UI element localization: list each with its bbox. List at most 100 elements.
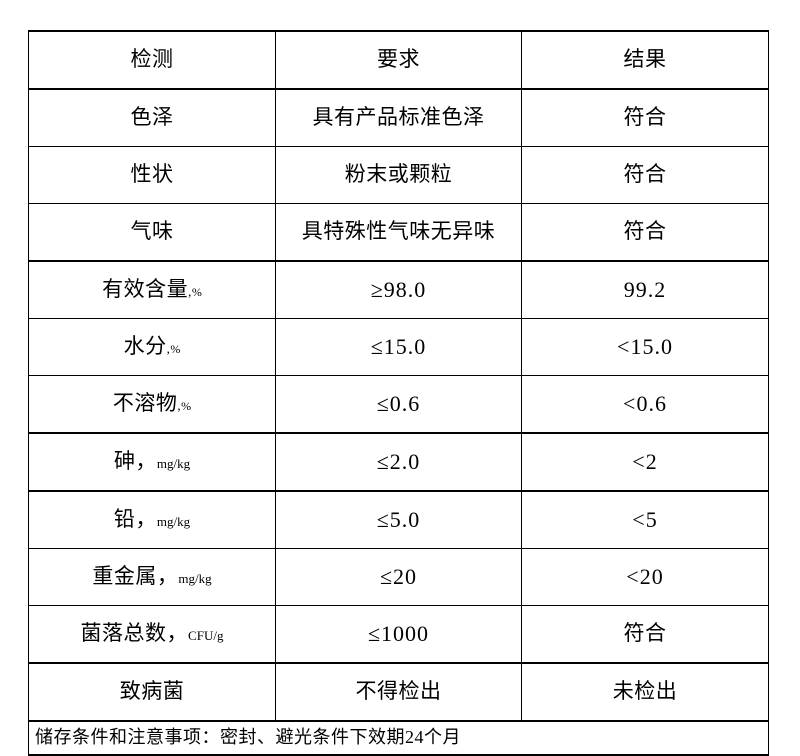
table-body: 检测 要求 结果 色泽 具有产品标准色泽 符合 xyxy=(28,30,769,756)
cell-item: 砷，mg/kg xyxy=(28,432,276,492)
item-unit: mg/kg xyxy=(178,571,212,587)
item-name: 砷 xyxy=(113,449,136,474)
result-value: <2 xyxy=(632,448,658,474)
table-row: 水分,% ≤15.0 <15.0 xyxy=(28,318,769,376)
result-value: <20 xyxy=(626,563,664,589)
result-value: 符合 xyxy=(623,219,667,244)
item-unit: mg/kg xyxy=(156,514,191,530)
result-value: 99.2 xyxy=(623,276,667,302)
item-separator: , xyxy=(166,341,171,357)
item-separator: ， xyxy=(135,507,157,532)
item-separator: , xyxy=(177,398,182,414)
requirement-value: ≥98.0 xyxy=(370,276,427,302)
item-name: 有效含量 xyxy=(102,277,189,302)
specification-table: 检测 要求 结果 色泽 具有产品标准色泽 符合 xyxy=(28,30,769,756)
result-value: <5 xyxy=(632,506,658,532)
cell-requirement: ≤1000 xyxy=(275,605,522,664)
column-header-item-label: 检测 xyxy=(130,47,174,72)
cell-result: <0.6 xyxy=(521,375,769,434)
requirement-value: 具有产品标准色泽 xyxy=(312,105,485,130)
item-separator: ， xyxy=(166,621,189,646)
requirement-value: ≤0.6 xyxy=(376,390,421,416)
cell-requirement: ≤0.6 xyxy=(275,375,522,434)
result-value: 符合 xyxy=(623,621,667,646)
item-unit: % xyxy=(191,285,202,300)
cell-item: 铅，mg/kg xyxy=(28,490,276,549)
item-separator: ， xyxy=(135,449,157,474)
item-name: 铅 xyxy=(113,507,136,532)
item-name: 性状 xyxy=(130,162,174,187)
table-row: 重金属，mg/kg ≤20 <20 xyxy=(28,548,769,606)
cell-requirement: ≤15.0 xyxy=(275,318,522,376)
cell-item: 性状 xyxy=(28,146,276,204)
cell-requirement: 粉末或颗粒 xyxy=(275,146,522,204)
result-value: 符合 xyxy=(623,162,667,187)
table-row: 色泽 具有产品标准色泽 符合 xyxy=(28,88,769,147)
column-header-item: 检测 xyxy=(28,30,276,90)
cell-item: 致病菌 xyxy=(28,662,276,722)
requirement-value: ≤20 xyxy=(379,563,418,589)
item-unit: CFU/g xyxy=(188,628,224,644)
cell-requirement: 具有产品标准色泽 xyxy=(275,88,522,147)
item-name: 水分 xyxy=(123,334,167,359)
storage-note-text: 储存条件和注意事项：密封、避光条件下效期24个月 xyxy=(35,727,461,748)
cell-item: 重金属，mg/kg xyxy=(28,548,276,606)
cell-result: <20 xyxy=(521,548,769,606)
item-name: 菌落总数 xyxy=(80,621,167,646)
requirement-value: ≤1000 xyxy=(367,620,430,646)
cell-item: 色泽 xyxy=(28,88,276,147)
item-name: 重金属 xyxy=(92,564,157,589)
column-header-requirement: 要求 xyxy=(275,30,522,90)
requirement-value: 具特殊性气味无异味 xyxy=(301,219,496,244)
cell-result: 符合 xyxy=(521,605,769,664)
table-header-row: 检测 要求 结果 xyxy=(28,30,769,90)
cell-item: 气味 xyxy=(28,203,276,262)
item-separator: ， xyxy=(156,564,179,589)
cell-requirement: ≤20 xyxy=(275,548,522,606)
requirement-value: ≤15.0 xyxy=(370,333,427,359)
cell-item: 有效含量,% xyxy=(28,260,276,319)
table-row: 不溶物,% ≤0.6 <0.6 xyxy=(28,375,769,434)
cell-result: 符合 xyxy=(521,146,769,204)
table-row: 性状 粉末或颗粒 符合 xyxy=(28,146,769,204)
result-value: <0.6 xyxy=(623,390,667,416)
requirement-value: ≤2.0 xyxy=(376,448,421,474)
cell-requirement: 不得检出 xyxy=(275,662,522,722)
item-name: 致病菌 xyxy=(119,679,185,704)
item-name: 气味 xyxy=(130,219,174,244)
cell-item: 水分,% xyxy=(28,318,276,376)
cell-result: <2 xyxy=(521,432,769,492)
table-row: 铅，mg/kg ≤5.0 <5 xyxy=(28,490,769,549)
cell-requirement: ≤5.0 xyxy=(275,490,522,549)
item-separator: , xyxy=(188,284,192,300)
cell-requirement: ≥98.0 xyxy=(275,260,522,319)
table-row: 气味 具特殊性气味无异味 符合 xyxy=(28,203,769,262)
cell-result: 符合 xyxy=(521,203,769,262)
column-header-result-label: 结果 xyxy=(623,47,667,72)
table-row: 砷，mg/kg ≤2.0 <2 xyxy=(28,432,769,492)
cell-item: 菌落总数，CFU/g xyxy=(28,605,276,664)
result-value: 未检出 xyxy=(612,679,678,704)
item-unit: % xyxy=(181,399,192,414)
cell-result: <15.0 xyxy=(521,318,769,376)
result-value: 符合 xyxy=(623,105,667,130)
requirement-value: 不得检出 xyxy=(355,679,442,704)
table-row: 有效含量,% ≥98.0 99.2 xyxy=(28,260,769,319)
requirement-value: ≤5.0 xyxy=(376,506,421,532)
cell-result: 99.2 xyxy=(521,260,769,319)
cell-result: <5 xyxy=(521,490,769,549)
column-header-result: 结果 xyxy=(521,30,769,90)
result-value: <15.0 xyxy=(617,333,673,359)
item-unit: mg/kg xyxy=(156,456,191,472)
cell-requirement: 具特殊性气味无异味 xyxy=(275,203,522,262)
item-unit: % xyxy=(170,342,181,357)
cell-item: 不溶物,% xyxy=(28,375,276,434)
cell-result: 符合 xyxy=(521,88,769,147)
cell-requirement: ≤2.0 xyxy=(275,432,522,492)
item-name: 色泽 xyxy=(130,105,174,130)
table-row: 致病菌 不得检出 未检出 xyxy=(28,662,769,722)
item-name: 不溶物 xyxy=(112,391,178,416)
cell-result: 未检出 xyxy=(521,662,769,722)
table-row: 菌落总数，CFU/g ≤1000 符合 xyxy=(28,605,769,664)
